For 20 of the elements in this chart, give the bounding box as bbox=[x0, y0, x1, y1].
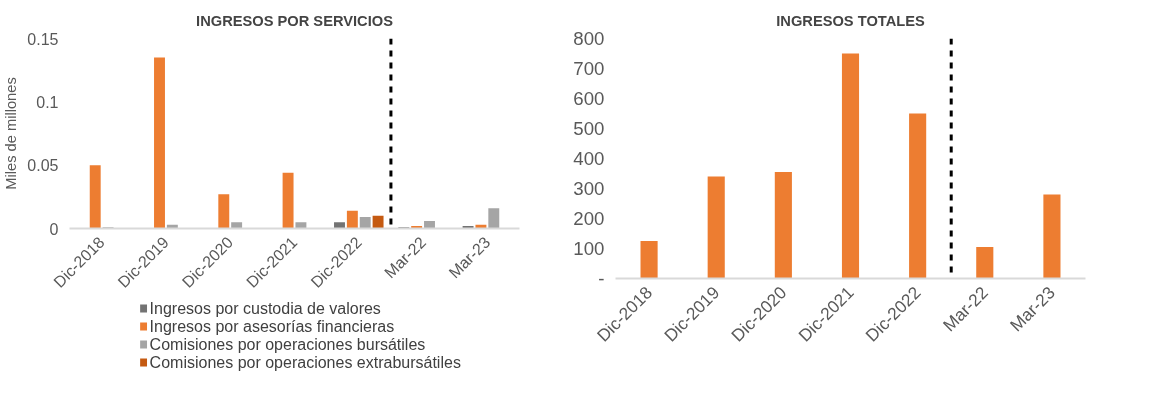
legend-label: Ingresos por asesorías financieras bbox=[149, 318, 395, 335]
y-tick-label: 700 bbox=[573, 58, 605, 79]
legend-label: Comisiones por operaciones bursátiles bbox=[149, 336, 426, 353]
legend-label: Comisiones por operaciones extrabursátiles bbox=[149, 354, 461, 371]
y-tick-label: - bbox=[598, 268, 605, 289]
y-tick-label: 500 bbox=[573, 118, 605, 139]
y-tick-label: 600 bbox=[573, 88, 605, 109]
y-tick-label: 200 bbox=[573, 208, 605, 229]
y-tick-label: 0.15 bbox=[27, 30, 59, 48]
y-tick-label: 100 bbox=[573, 238, 605, 259]
y-tick-label: 0.05 bbox=[27, 157, 59, 175]
chart-title: INGRESOS TOTALES bbox=[776, 12, 925, 29]
y-tick-label: 400 bbox=[573, 148, 605, 169]
chart-title: INGRESOS POR SERVICIOS bbox=[196, 12, 394, 29]
y-tick-label: 0.1 bbox=[36, 93, 59, 111]
y-tick-label: 800 bbox=[573, 28, 605, 49]
legend-label: Ingresos por custodia de valores bbox=[149, 300, 381, 317]
y-tick-label: 300 bbox=[573, 178, 605, 199]
y-axis-title: Miles de millones bbox=[3, 77, 20, 190]
y-tick-label: 0 bbox=[49, 220, 59, 238]
